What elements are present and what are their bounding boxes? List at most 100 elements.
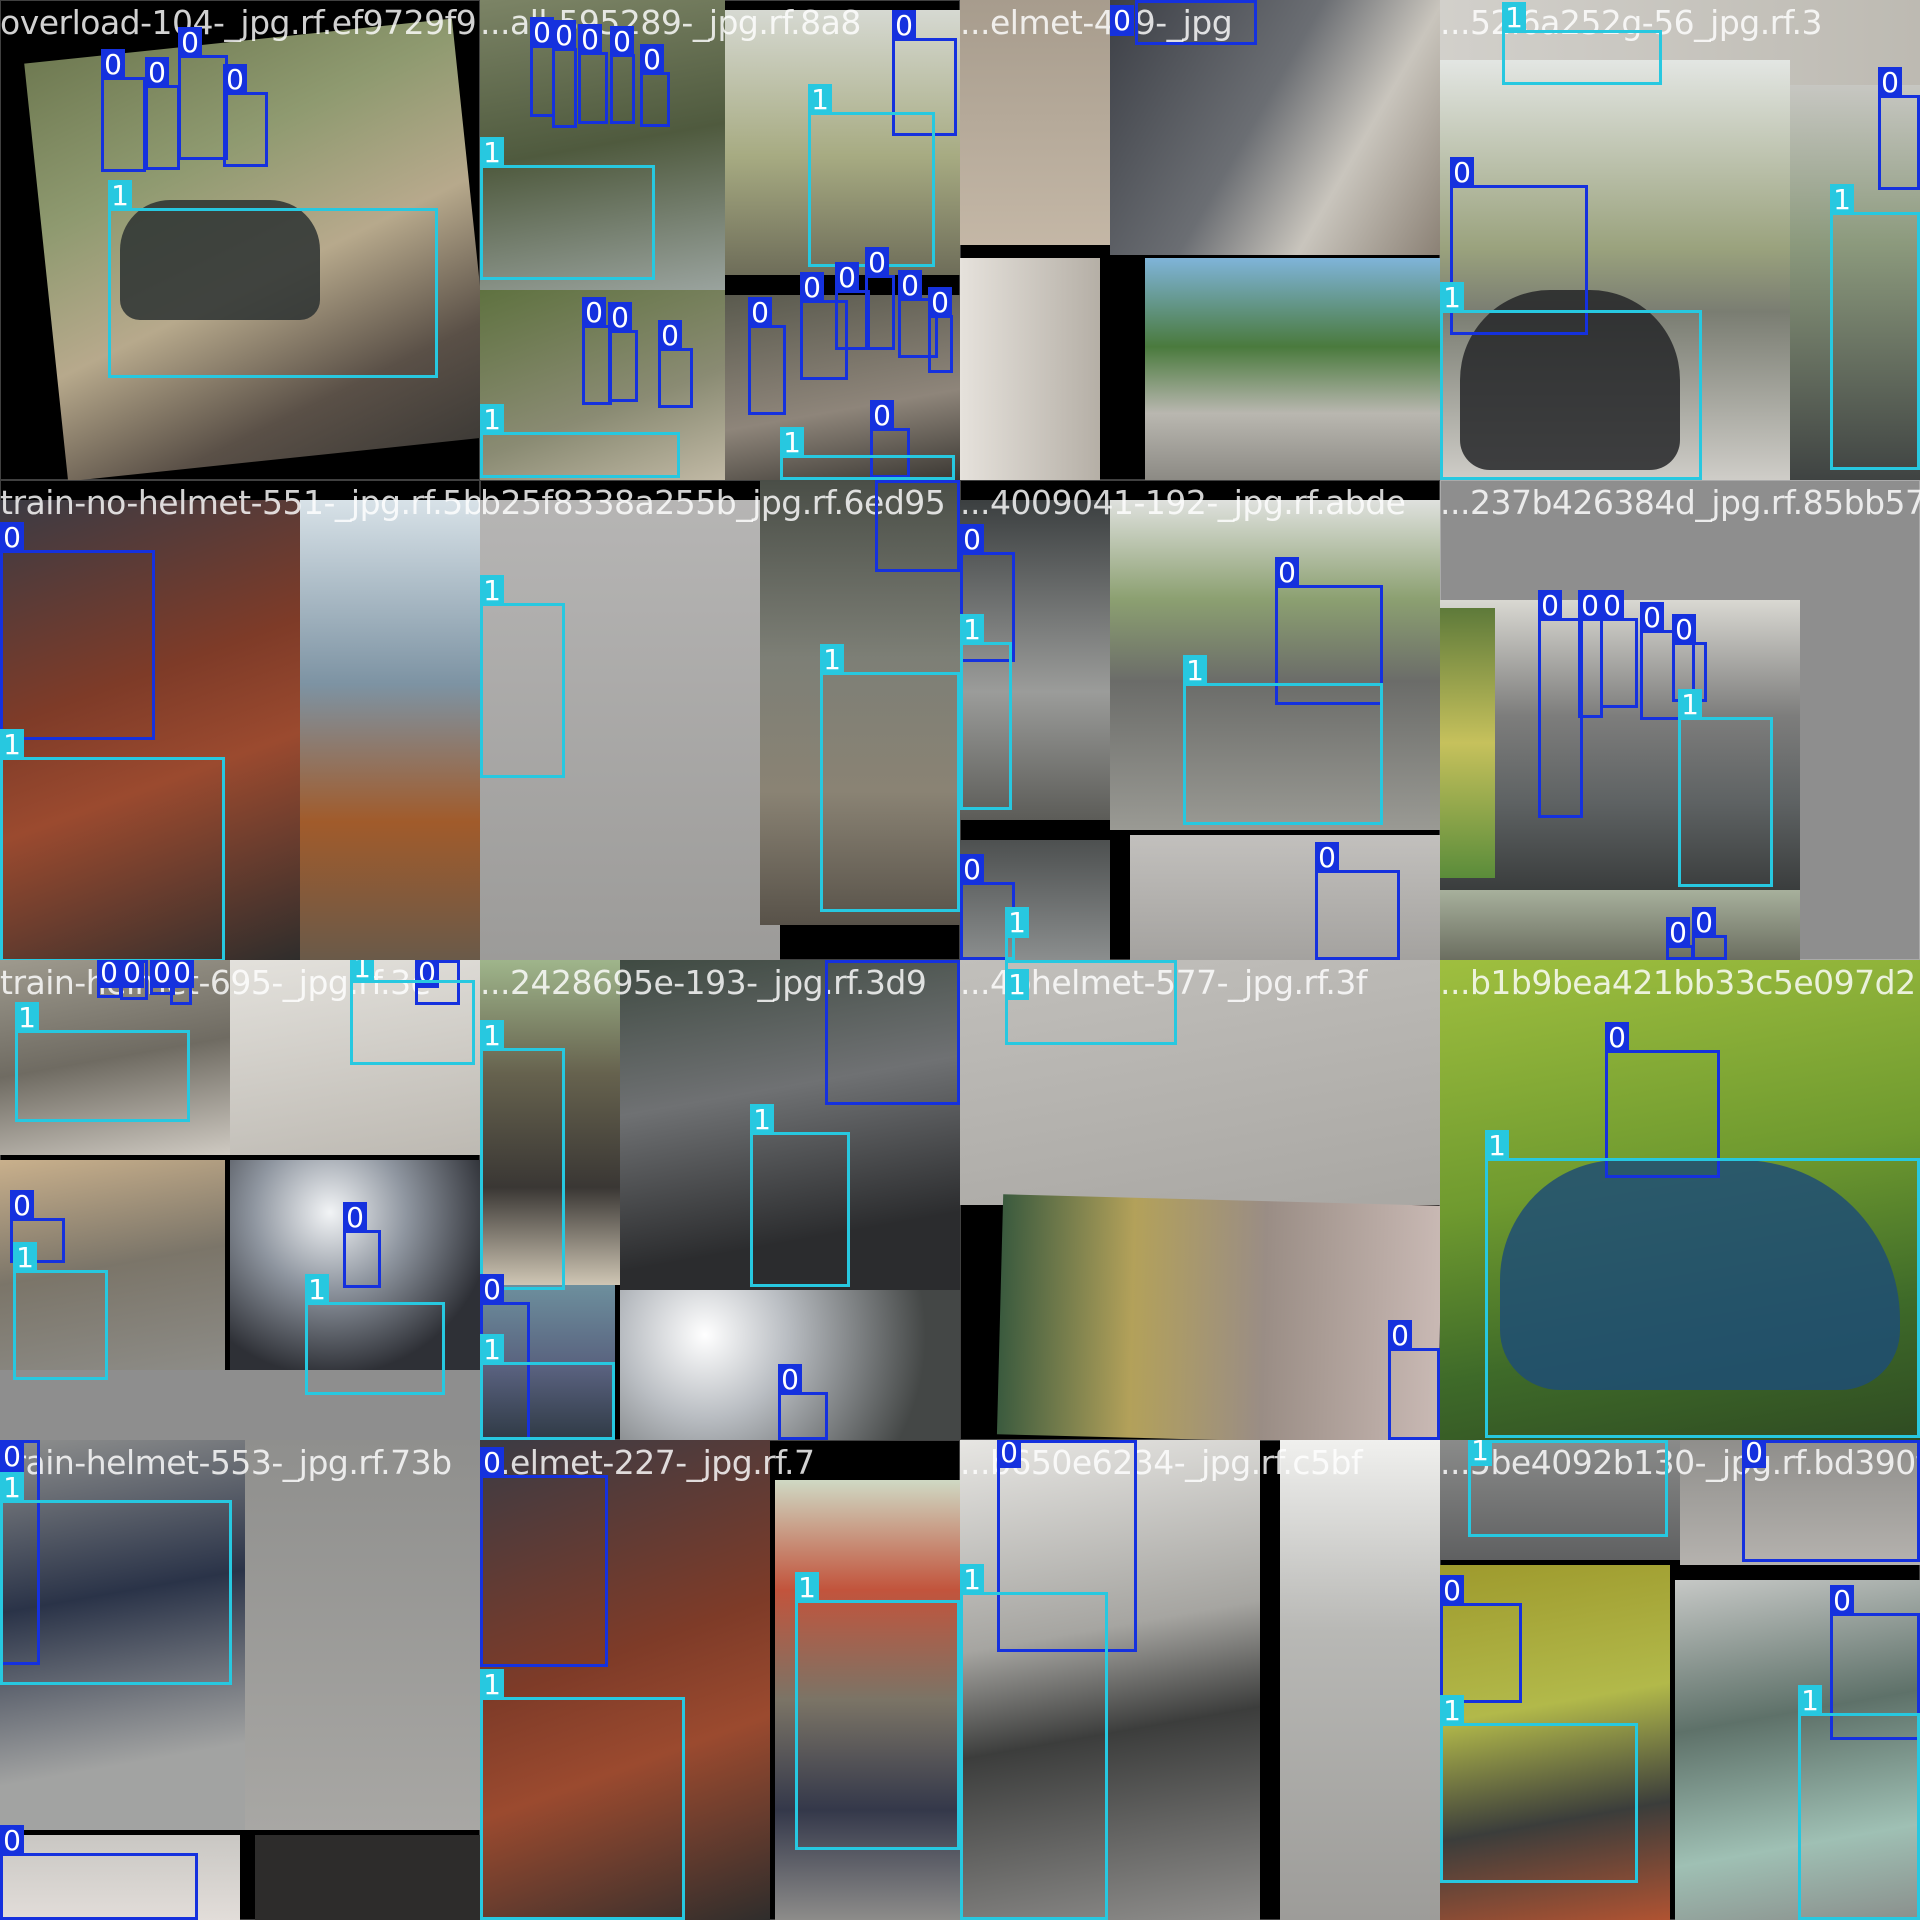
detection-box-class-0: 0 bbox=[552, 20, 577, 128]
mosaic-tile-train-helmet-553: train-helmet-553-_jpg.rf.73b 0 1 0 bbox=[0, 1440, 480, 1920]
class-label: 1 bbox=[350, 960, 374, 983]
class-label: 1 bbox=[795, 1572, 819, 1603]
photo-fragment bbox=[1440, 600, 1800, 890]
mosaic-tile-2428695e-193: ...2428695e-193-_jpg.rf.3d9 1 0 1 0 1 0 bbox=[480, 960, 960, 1440]
detection-box-class-0: 0 bbox=[223, 64, 268, 167]
class-label: 1 bbox=[15, 1002, 39, 1033]
detection-box-class-0: 0 bbox=[778, 1364, 828, 1440]
class-label: 0 bbox=[898, 270, 922, 301]
detection-box-class-0: 0 bbox=[997, 1440, 1137, 1652]
detection-box-class-0: 0 bbox=[1440, 1575, 1522, 1703]
detection-box-class-0: 0 bbox=[960, 524, 1015, 662]
detection-box-class-1: 1 bbox=[1005, 907, 1029, 960]
class-label: 1 bbox=[1485, 1130, 1509, 1161]
detection-box-class-1: 1 bbox=[1502, 2, 1662, 85]
class-label: 0 bbox=[960, 854, 984, 885]
class-label: 1 bbox=[0, 1472, 24, 1503]
detection-box-class-0: 0 bbox=[658, 320, 693, 408]
class-label: 1 bbox=[0, 729, 24, 760]
class-label: 1 bbox=[1440, 1695, 1464, 1726]
photo-fragment bbox=[1440, 608, 1495, 878]
detection-box-class-1: 1 bbox=[808, 84, 935, 267]
mosaic-tile-56: ...52i6a252g-56_jpg.rf.3 1 0 0 1 1 bbox=[1440, 0, 1920, 480]
detection-box-class-1: 1 bbox=[960, 1564, 1108, 1920]
detection-box-class-0: 0 bbox=[0, 522, 155, 740]
detection-box-class-0: 0 bbox=[870, 400, 910, 478]
detection-box-class-0: 0 bbox=[835, 262, 870, 350]
detection-box-class-0: 0 bbox=[101, 49, 146, 172]
photo-fragment bbox=[1440, 1565, 1670, 1920]
class-label: 0 bbox=[480, 1447, 504, 1478]
class-label: 1 bbox=[480, 1334, 504, 1365]
mosaic-tile-train-helmet-695: train-helmet-695-_jpg.rf.3e 0 0 0 0 0 1 … bbox=[0, 960, 480, 1440]
photo-fragment bbox=[0, 1160, 225, 1370]
photo-fragment bbox=[0, 500, 300, 960]
detection-box-class-1: 1 bbox=[13, 1242, 108, 1380]
class-label: 1 bbox=[808, 84, 832, 115]
detection-box-class-1: 1 bbox=[1468, 1440, 1668, 1537]
tile-filename: ...2428695e-193-_jpg.rf.3d9 bbox=[480, 963, 927, 1002]
class-label: 0 bbox=[778, 1364, 802, 1395]
detection-box-class-0: 0 bbox=[865, 247, 895, 350]
photo-fragment bbox=[230, 1160, 480, 1370]
tile-filename: overload-104-_jpg.rf.ef9729f9 bbox=[0, 3, 477, 42]
class-label: 0 bbox=[865, 247, 889, 278]
photo-fragment bbox=[255, 1835, 480, 1920]
mosaic-tile-elmet-479: ...elmet-479-_jpg 0 bbox=[960, 0, 1440, 480]
tile-filename: train-no-helmet-551-_jpg.rf.5b bbox=[0, 483, 480, 522]
class-label: 1 bbox=[820, 644, 844, 675]
detection-box-class-0: 0 bbox=[825, 960, 960, 1105]
mosaic-tile-b650e6234: ...b650e6234-_jpg.rf.c5bf 0 1 bbox=[960, 1440, 1440, 1920]
class-label: 0 bbox=[1275, 557, 1299, 588]
detection-box-class-1: 1 bbox=[1678, 689, 1773, 887]
tile-filename: ...elmet-227-_jpg.rf.7 bbox=[480, 1443, 815, 1482]
class-label: 0 bbox=[10, 1190, 34, 1221]
photo-fragment bbox=[1675, 1580, 1920, 1920]
detection-box-class-1: 1 bbox=[0, 729, 225, 960]
detection-box-class-1: 1 bbox=[1440, 1695, 1638, 1883]
detection-box-class-1: 1 bbox=[305, 1274, 445, 1395]
detection-box-class-1: 1 bbox=[780, 427, 955, 480]
photo-fragment bbox=[230, 960, 480, 1155]
detection-box-class-0: 0 bbox=[1315, 842, 1400, 960]
detection-box-class-0: 0 bbox=[1538, 590, 1583, 818]
detection-box-class-1: 1 bbox=[350, 960, 475, 1065]
class-label: 0 bbox=[343, 1202, 367, 1233]
class-label: 0 bbox=[1110, 5, 1134, 36]
detection-box-class-0: 0 bbox=[1666, 917, 1694, 960]
detection-box-class-0: 0 bbox=[1692, 907, 1727, 960]
class-label: 0 bbox=[640, 44, 664, 75]
class-label: 0 bbox=[928, 287, 952, 318]
photo-fragment bbox=[620, 960, 960, 1290]
detection-box-class-0: 0 bbox=[1578, 590, 1603, 718]
class-label: 1 bbox=[480, 404, 504, 435]
detection-box-class-1: 1 bbox=[0, 1472, 232, 1685]
detection-box-class-0: 0 bbox=[928, 287, 953, 373]
class-label: 1 bbox=[1440, 282, 1464, 313]
class-label: 0 bbox=[1878, 67, 1902, 98]
detection-box-class-1: 1 bbox=[820, 644, 960, 912]
detection-box-class-0: 0 bbox=[120, 960, 148, 1000]
detection-box-class-0: 0 bbox=[97, 960, 122, 998]
class-label: 0 bbox=[178, 27, 202, 58]
class-label: 0 bbox=[552, 20, 576, 51]
tile-filename: train-helmet-553-_jpg.rf.73b bbox=[0, 1443, 452, 1482]
detection-box-class-0: 0 bbox=[1275, 557, 1383, 705]
class-label: 1 bbox=[960, 614, 984, 645]
motorcycle-silhouette bbox=[1460, 290, 1680, 470]
mosaic-tile-4bhelmet-577: ...4bhelmet-577-_jpg.rf.3f 1 0 bbox=[960, 960, 1440, 1440]
class-label: 1 bbox=[960, 1564, 984, 1595]
class-label: 1 bbox=[13, 1242, 37, 1273]
detection-box-class-1: 1 bbox=[480, 404, 680, 478]
class-label: 0 bbox=[145, 57, 169, 88]
photo-fragment bbox=[960, 840, 1110, 960]
scooter-silhouette bbox=[120, 200, 320, 320]
mosaic-tile-4009041-192: ...4009041-192-_jpg.rf.abde 0 1 0 1 0 1 … bbox=[960, 480, 1440, 960]
class-label: 0 bbox=[120, 960, 144, 988]
class-label: 0 bbox=[578, 24, 602, 55]
detection-box-class-1: 1 bbox=[1485, 1130, 1920, 1438]
class-label: 0 bbox=[800, 272, 824, 303]
mosaic-tile-b25f8338a255b: b25f8338a255b_jpg.rf.6ed95 1 1 0 bbox=[480, 480, 960, 960]
class-label: 0 bbox=[1450, 157, 1474, 188]
